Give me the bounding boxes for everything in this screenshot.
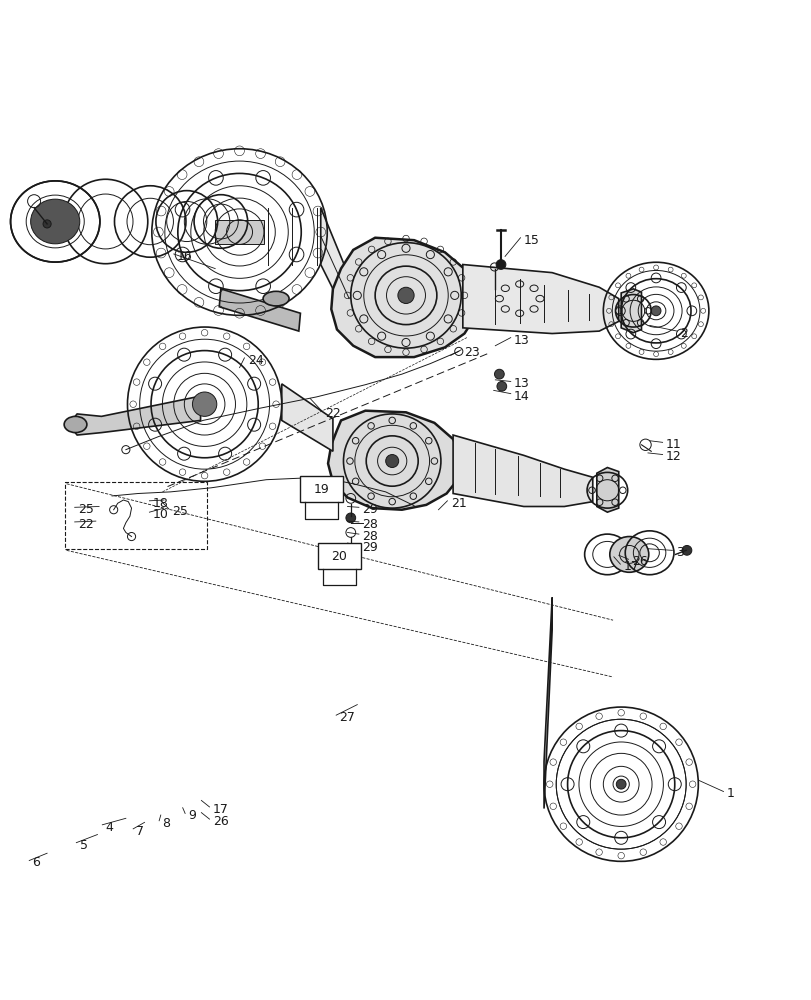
Text: 10: 10 [152, 508, 169, 521]
Bar [318, 543, 360, 569]
Text: 27: 27 [339, 711, 355, 724]
Text: 25: 25 [172, 505, 188, 518]
Ellipse shape [650, 306, 660, 316]
Ellipse shape [345, 513, 355, 523]
Polygon shape [462, 265, 618, 334]
Text: 6: 6 [32, 856, 41, 869]
Text: 4: 4 [105, 821, 114, 834]
Ellipse shape [43, 220, 51, 228]
Text: 22: 22 [324, 407, 340, 420]
Text: 17: 17 [212, 803, 229, 816]
Ellipse shape [64, 416, 87, 433]
Text: 15: 15 [523, 234, 539, 247]
Text: 29: 29 [362, 541, 377, 554]
Polygon shape [596, 468, 618, 512]
Ellipse shape [397, 287, 414, 303]
Ellipse shape [616, 779, 625, 789]
Text: 16: 16 [177, 250, 192, 263]
Polygon shape [453, 435, 592, 506]
Text: 9: 9 [188, 809, 196, 822]
Text: 28: 28 [362, 530, 378, 543]
Polygon shape [219, 289, 300, 331]
Ellipse shape [496, 260, 505, 269]
Text: 8: 8 [162, 817, 170, 830]
Text: 20: 20 [331, 550, 347, 563]
Text: 21: 21 [450, 497, 466, 510]
Ellipse shape [681, 545, 691, 555]
Text: 3: 3 [675, 546, 683, 559]
Polygon shape [543, 597, 551, 809]
Text: 2: 2 [680, 327, 688, 340]
Text: 28: 28 [362, 518, 378, 531]
Ellipse shape [31, 199, 79, 244]
Bar [300, 476, 342, 502]
Text: 25: 25 [78, 503, 94, 516]
Polygon shape [620, 289, 641, 333]
Text: 17: 17 [623, 560, 639, 573]
Ellipse shape [263, 291, 289, 306]
Text: 29: 29 [362, 503, 377, 516]
Ellipse shape [192, 392, 217, 416]
Polygon shape [73, 396, 200, 435]
Text: 13: 13 [513, 377, 529, 390]
Text: 11: 11 [665, 438, 680, 451]
Bar [65, 482, 207, 549]
Ellipse shape [345, 545, 355, 555]
Text: 13: 13 [513, 334, 529, 347]
Ellipse shape [385, 455, 398, 468]
Text: 18: 18 [152, 497, 169, 510]
Polygon shape [320, 208, 349, 321]
Text: 5: 5 [79, 839, 88, 852]
Polygon shape [328, 411, 461, 510]
Polygon shape [215, 220, 264, 244]
Text: 19: 19 [313, 483, 329, 496]
Ellipse shape [609, 537, 648, 572]
Text: 22: 22 [78, 518, 93, 531]
Text: 12: 12 [665, 450, 680, 463]
Text: 23: 23 [464, 346, 479, 359]
Ellipse shape [494, 369, 504, 379]
Text: 14: 14 [513, 390, 529, 403]
Polygon shape [331, 238, 478, 357]
Ellipse shape [496, 381, 506, 391]
Text: 26: 26 [212, 815, 228, 828]
Text: 26: 26 [631, 555, 646, 568]
Text: 7: 7 [136, 825, 144, 838]
Polygon shape [281, 384, 333, 451]
Text: 1: 1 [726, 787, 734, 800]
Text: 24: 24 [247, 354, 263, 367]
